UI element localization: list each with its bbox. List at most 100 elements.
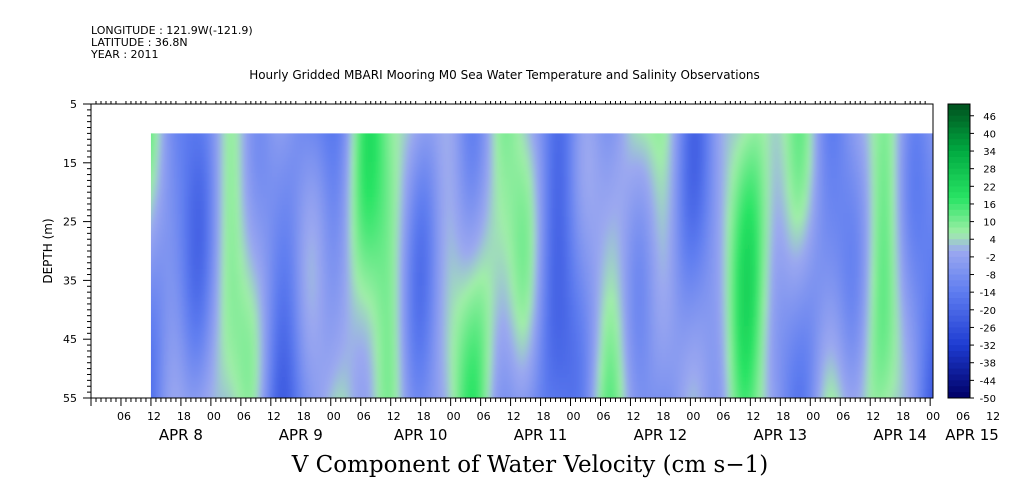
x-hour-tick-label: 06 (357, 410, 371, 423)
colorbar-segment (948, 374, 970, 380)
x-hour-tick-label: 18 (896, 410, 910, 423)
colorbar-segment (948, 122, 970, 128)
x-hour-tick-label: 06 (237, 410, 251, 423)
x-hour-tick-label: 12 (507, 410, 521, 423)
x-hour-tick-label: 00 (926, 410, 940, 423)
colorbar-segment (948, 351, 970, 357)
x-hour-tick-label: 12 (267, 410, 281, 423)
colorbar-segment (948, 292, 970, 298)
y-tick-label: 55 (63, 392, 77, 405)
y-axis-label: DEPTH (m) (41, 218, 55, 283)
colorbar-label: 28 (983, 165, 996, 176)
colorbar-segment (948, 216, 970, 222)
x-hour-tick-label: 12 (746, 410, 760, 423)
x-hour-tick-label: 06 (956, 410, 970, 423)
x-hour-tick-label: 12 (147, 410, 161, 423)
x-hour-tick-label: 18 (297, 410, 311, 423)
colorbar-segment (948, 233, 970, 239)
colorbar-label: -50 (980, 394, 996, 405)
x-hour-tick-label: 06 (836, 410, 850, 423)
colorbar-label: 34 (983, 147, 996, 158)
x-day-label: APR 10 (394, 426, 448, 444)
colorbar-segment (948, 239, 970, 245)
colorbar-segment (948, 204, 970, 210)
colorbar-segment (948, 304, 970, 310)
x-hour-tick-label: 00 (207, 410, 221, 423)
colorbar-segment (948, 316, 970, 322)
colorbar-segment (948, 392, 970, 398)
colorbar-segment (948, 363, 970, 369)
colorbar-label: 4 (990, 235, 996, 246)
colorbar-label: -26 (980, 323, 996, 334)
colorbar-segment (948, 286, 970, 292)
x-hour-tick-label: 12 (626, 410, 640, 423)
x-hour-tick-label: 18 (656, 410, 670, 423)
colorbar-label: -2 (986, 253, 996, 264)
colorbar-segment (948, 280, 970, 286)
colorbar-label: -14 (980, 288, 996, 299)
x-hour-tick-label: 06 (596, 410, 610, 423)
x-hour-tick-label: 00 (567, 410, 581, 423)
x-hour-tick-label: 18 (417, 410, 431, 423)
colorbar-segment (948, 192, 970, 198)
colorbar-segment (948, 310, 970, 316)
y-tick-label: 15 (63, 157, 77, 170)
colorbar-segment (948, 110, 970, 116)
y-tick-label: 5 (70, 98, 77, 111)
colorbar-segment (948, 151, 970, 157)
y-tick-label: 25 (63, 216, 77, 229)
colorbar-label: -8 (986, 271, 996, 282)
x-day-label: APR 12 (634, 426, 688, 444)
y-tick-label: 35 (63, 274, 77, 287)
x-day-label: APR 13 (754, 426, 808, 444)
colorbar-segment (948, 322, 970, 328)
velocity-field (143, 125, 944, 410)
colorbar-label: 16 (983, 200, 996, 211)
chart-caption: V Component of Water Velocity (cm s−1) (180, 452, 880, 478)
colorbar-segment (948, 357, 970, 363)
colorbar-label: 10 (983, 218, 996, 229)
colorbar-segment (948, 269, 970, 275)
colorbar-label: -38 (980, 359, 996, 370)
x-day-label: APR 14 (873, 426, 927, 444)
colorbar-label: -44 (980, 376, 996, 387)
colorbar-label: 40 (983, 129, 996, 140)
y-tick-label: 45 (63, 333, 77, 346)
colorbar-segment (948, 333, 970, 339)
colorbar-segment (948, 339, 970, 345)
x-day-label: APR 15 (945, 426, 999, 444)
x-hour-tick-label: 12 (866, 410, 880, 423)
x-hour-tick-label: 18 (537, 410, 551, 423)
colorbar-segment (948, 180, 970, 186)
colorbar-segment (948, 327, 970, 333)
x-hour-tick-label: 18 (177, 410, 191, 423)
colorbar-segment (948, 251, 970, 257)
y-axis: 5 15 25 35 45 55 (63, 98, 91, 405)
colorbar-segment (948, 163, 970, 169)
colorbar-segment (948, 245, 970, 251)
x-day-label: APR 9 (279, 426, 323, 444)
colorbar-segment (948, 345, 970, 351)
colorbar-segment (948, 227, 970, 233)
colorbar-segment (948, 157, 970, 163)
colorbar-segment (948, 198, 970, 204)
colorbar-segment (948, 257, 970, 263)
x-hour-tick-label: 06 (477, 410, 491, 423)
colorbar-segment (948, 222, 970, 228)
x-hour-tick-label: 18 (776, 410, 790, 423)
colorbar-segment (948, 369, 970, 375)
x-day-label: APR 8 (159, 426, 203, 444)
x-hour-tick-label: 00 (686, 410, 700, 423)
colorbar-segment (948, 145, 970, 151)
colorbar-segment (948, 210, 970, 216)
colorbar-segment (948, 133, 970, 139)
colorbar-segment (948, 275, 970, 281)
colorbar-segment (948, 116, 970, 122)
chart-area: 5 15 25 35 45 55 06 12 18 00 06 12 18 00 06 12 18 00 06 12… (0, 0, 1009, 504)
x-hour-tick-label: 00 (327, 410, 341, 423)
colorbar-segment (948, 104, 970, 110)
colorbar-segment (948, 175, 970, 181)
colorbar-label: -32 (980, 341, 996, 352)
colorbar-label: 22 (983, 182, 996, 193)
